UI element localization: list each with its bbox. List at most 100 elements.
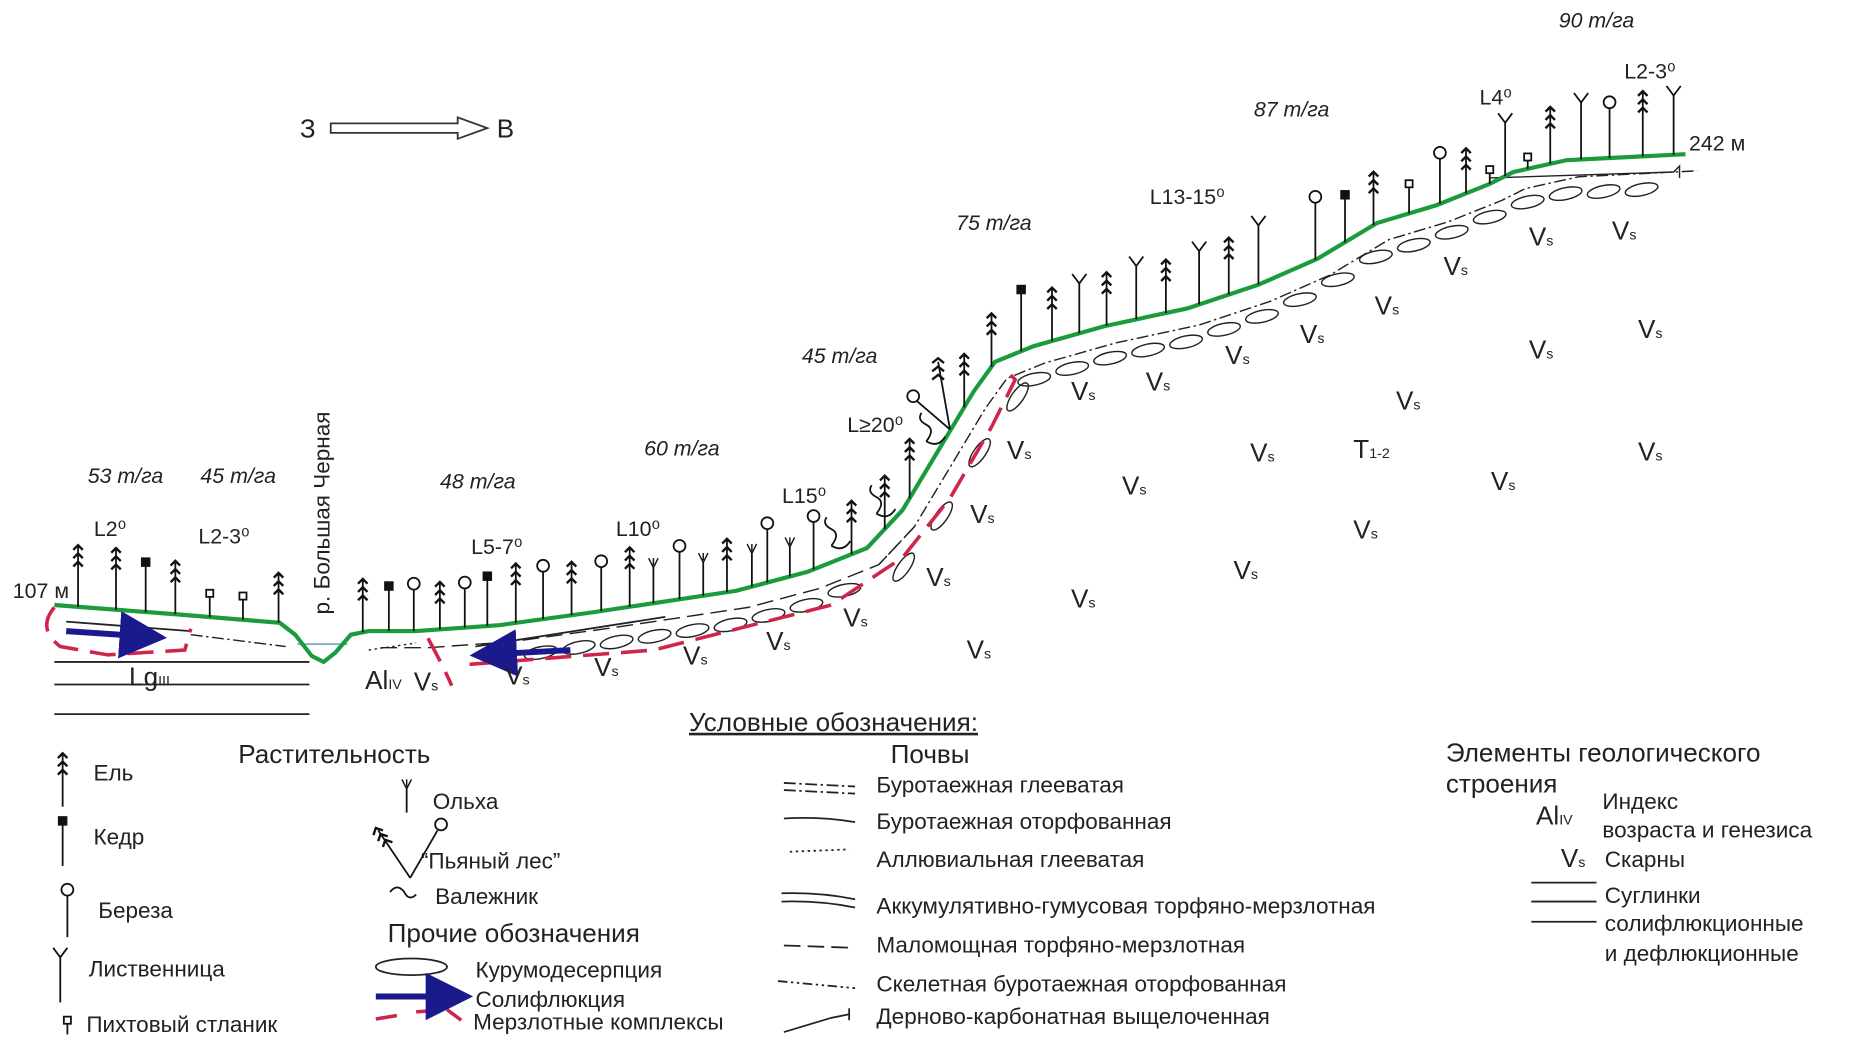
symbol-base: V bbox=[970, 499, 988, 529]
kurum bbox=[927, 499, 956, 533]
slope-label: L4⁰ bbox=[1480, 85, 1512, 109]
slope-label: L2-3⁰ bbox=[198, 524, 249, 548]
skarn-symbol: Vs bbox=[1561, 843, 1586, 873]
veg-title: Растительность bbox=[238, 739, 430, 769]
elevation-label: 107 м bbox=[13, 579, 69, 603]
symbol-sub: s bbox=[1243, 352, 1250, 368]
slope-label: L2⁰ bbox=[94, 517, 126, 541]
larch-crown bbox=[1498, 113, 1512, 122]
veg-item: Ольха bbox=[433, 789, 499, 814]
symbol-sub: s bbox=[1546, 234, 1553, 250]
symbol-sub: III bbox=[158, 674, 170, 690]
tree bbox=[171, 561, 180, 614]
tree bbox=[73, 545, 82, 607]
cedar-crown bbox=[1016, 285, 1025, 294]
geo-item: Индекс bbox=[1602, 789, 1678, 814]
tree bbox=[274, 573, 283, 623]
symbol-base: V bbox=[1071, 583, 1089, 613]
vs-index: Vs bbox=[1491, 466, 1516, 496]
birch-crown bbox=[408, 578, 420, 590]
soil-item: Скелетная буротаежная оторфованная bbox=[876, 972, 1286, 997]
birch-crown bbox=[595, 555, 607, 567]
tree bbox=[537, 560, 549, 619]
birch-crown bbox=[1434, 147, 1446, 159]
solifluction bbox=[481, 650, 570, 655]
birch-crown bbox=[674, 540, 686, 552]
symbol-base: V bbox=[967, 634, 985, 664]
kurum bbox=[965, 436, 994, 470]
symbol-base: V bbox=[414, 666, 432, 696]
geo-item: возраста и генезиса bbox=[1602, 818, 1812, 843]
vs-index: Vs bbox=[1375, 290, 1400, 320]
alder-crown bbox=[785, 537, 794, 546]
kurum bbox=[713, 616, 748, 635]
tree bbox=[747, 544, 756, 587]
t-index: T1-2 bbox=[1353, 434, 1390, 464]
symbol-sub: s bbox=[1163, 378, 1170, 394]
tree bbox=[408, 578, 420, 631]
cedar-crown bbox=[384, 581, 393, 590]
tree bbox=[1072, 274, 1086, 333]
stock-label: 87 т/га bbox=[1254, 97, 1330, 121]
symbol-base: Lg bbox=[129, 662, 158, 692]
tree bbox=[435, 582, 444, 629]
vs-index: Vs bbox=[1007, 435, 1032, 465]
soil-line bbox=[191, 635, 286, 647]
larch-crown bbox=[1192, 242, 1206, 251]
tree bbox=[1251, 216, 1265, 285]
alder-crown bbox=[747, 544, 756, 553]
vs-index: Vs bbox=[1529, 222, 1554, 252]
tree bbox=[808, 510, 820, 569]
legend: Условные обозначения: Растительность Ель… bbox=[53, 707, 1812, 1037]
tree bbox=[53, 948, 67, 1003]
symbol-sub: s bbox=[1578, 855, 1585, 871]
symbol-sub: s bbox=[861, 614, 868, 630]
shrub-crown bbox=[1486, 166, 1493, 173]
symbol-base: V bbox=[1529, 334, 1547, 364]
symbol-base: V bbox=[1250, 437, 1268, 467]
birch-crown bbox=[61, 884, 73, 896]
soil-line bbox=[369, 643, 416, 650]
tree bbox=[1498, 113, 1512, 176]
tree bbox=[1461, 148, 1470, 193]
symbol-base: V bbox=[683, 640, 701, 670]
vs-index: Vs bbox=[970, 499, 995, 529]
kurum bbox=[1207, 320, 1242, 339]
spruce-crown bbox=[932, 367, 944, 372]
kurum bbox=[1320, 270, 1355, 289]
symbol-base: T bbox=[1353, 434, 1369, 464]
symbol-sub: s bbox=[700, 652, 707, 668]
vs-index: Vs bbox=[1529, 334, 1554, 364]
symbol-base: V bbox=[1375, 290, 1393, 320]
symbol-base: V bbox=[1529, 222, 1547, 252]
tree bbox=[1434, 147, 1446, 204]
kurum bbox=[1131, 341, 1166, 360]
lg-index: LgIII bbox=[129, 662, 170, 692]
east-label: В bbox=[497, 114, 514, 144]
page: Profile html,body{margin:0;padding:0;bac… bbox=[0, 0, 1862, 1038]
tree bbox=[206, 590, 213, 617]
tree bbox=[1574, 93, 1588, 159]
birch-crown bbox=[435, 819, 447, 831]
symbol-sub: s bbox=[988, 511, 995, 527]
tree bbox=[1192, 242, 1206, 305]
deadwood bbox=[390, 887, 416, 897]
symbol-sub: s bbox=[1251, 567, 1258, 583]
symbol-base: V bbox=[1071, 376, 1089, 406]
birch-crown bbox=[761, 517, 773, 529]
kurum bbox=[1586, 182, 1621, 201]
birch-crown bbox=[808, 510, 820, 522]
tree bbox=[511, 564, 520, 623]
slope-label: L10⁰ bbox=[616, 517, 660, 541]
kurum bbox=[1624, 180, 1659, 199]
symbol-sub: s bbox=[944, 574, 951, 590]
soil-item: Дерново-карбонатная выщелоченная bbox=[876, 1004, 1269, 1029]
slope-label: L13-15⁰ bbox=[1150, 185, 1225, 209]
shrub-crown bbox=[64, 1017, 71, 1024]
geo-item: Суглинки bbox=[1605, 883, 1701, 908]
tree bbox=[1604, 96, 1616, 158]
kurum bbox=[637, 627, 672, 646]
soil-item: Аккумулятивно-гумусовая торфяно-мерзлотн… bbox=[876, 893, 1375, 918]
legend-title: Условные обозначения: bbox=[689, 707, 978, 737]
alder-crown bbox=[402, 779, 411, 788]
